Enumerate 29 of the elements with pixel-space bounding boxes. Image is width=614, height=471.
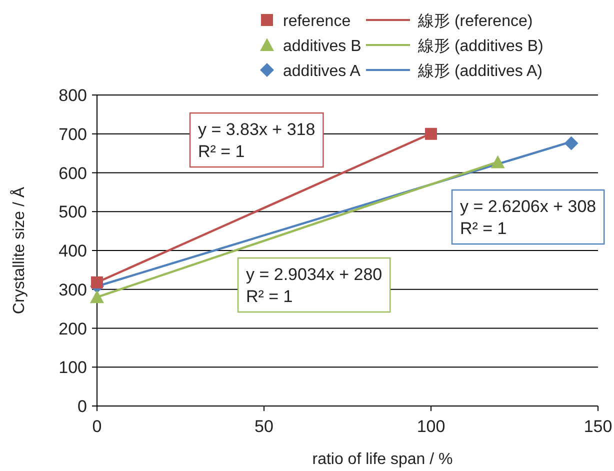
legend-label: reference — [283, 13, 351, 30]
x-axis-title: ratio of life span / % — [312, 451, 453, 468]
annotation: y = 2.6206x + 308 R² = 1 — [460, 197, 596, 238]
x-tick-label: 0 — [92, 417, 102, 436]
legend-label: 線形 (reference) — [417, 13, 533, 30]
x-tick-label: 50 — [254, 417, 274, 436]
x-tick-label: 100 — [416, 417, 446, 436]
x-tick-label: 150 — [584, 417, 612, 436]
legend-label: 線形 (additives B) — [417, 38, 544, 55]
legend-label: 線形 (additives A) — [417, 63, 542, 80]
point — [490, 155, 505, 168]
y-tick-label: 600 — [58, 164, 87, 183]
y-tick-label: 0 — [78, 397, 87, 416]
y-tick-label: 400 — [58, 242, 87, 260]
point — [91, 276, 103, 288]
point — [90, 290, 104, 304]
y-tick-label: 800 — [58, 86, 87, 105]
legend-label: additives A — [283, 63, 361, 80]
y-tick-label: 500 — [58, 202, 87, 222]
y-axis-title: Crystallite size / Å — [10, 186, 28, 314]
y-tick-label: 100 — [58, 358, 87, 378]
y-tick-label: 700 — [58, 124, 87, 144]
point — [425, 128, 437, 140]
annotation: y = 2.9034x + 280 R² = 1 — [246, 265, 382, 306]
point — [564, 136, 578, 150]
y-tick-label: 300 — [58, 280, 87, 300]
y-tick-label: 200 — [58, 319, 87, 338]
legend-label: additives B — [283, 38, 362, 55]
annotation: y = 3.83x + 318 R² = 1 — [198, 120, 316, 161]
